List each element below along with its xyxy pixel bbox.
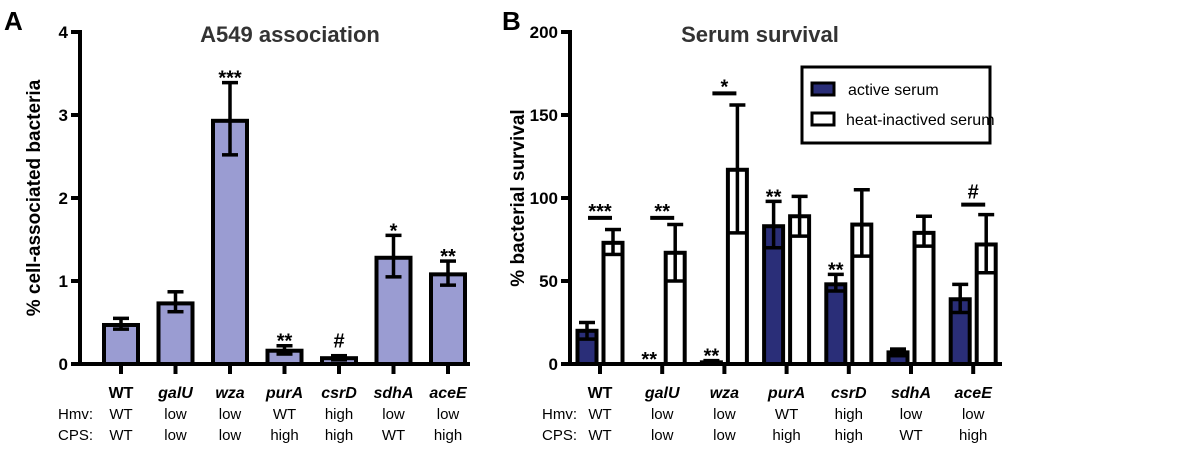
cps-label: high [772, 427, 800, 444]
hmv-label: WT [775, 406, 798, 423]
row-label-cps: CPS: [542, 427, 577, 444]
legend-swatch [810, 81, 836, 97]
significance-label: ** [704, 346, 720, 368]
category-label: aceE [429, 385, 468, 402]
hmv-label: low [651, 406, 674, 423]
cps-label: high [434, 427, 462, 444]
row-label-hmv: Hmv: [58, 406, 93, 423]
bar-heat-inactivated-serum [912, 230, 936, 366]
significance-label: ** [828, 259, 844, 281]
legend-label: heat-inactived serum [846, 112, 995, 129]
y-tick-label: 1 [59, 272, 68, 291]
panel-letter: A [4, 6, 23, 36]
category-label: galU [157, 385, 193, 402]
cps-label: WT [588, 427, 611, 444]
category-label: sdhA [891, 385, 931, 402]
hmv-label: low [219, 406, 242, 423]
hmv-label: high [325, 406, 353, 423]
cps-label: low [219, 427, 242, 444]
bar [429, 272, 467, 366]
legend-label: active serum [848, 82, 939, 99]
significance-label: ** [440, 246, 456, 268]
category-label: WT [109, 385, 134, 402]
category-label: galU [644, 385, 680, 402]
cps-label: low [651, 427, 674, 444]
cps-label: low [164, 427, 187, 444]
bar-heat-inactivated-serum [601, 240, 625, 367]
y-tick-label: 2 [59, 189, 68, 208]
significance-label: ** [654, 201, 670, 223]
significance-label: ** [277, 331, 293, 353]
legend-swatch [810, 111, 836, 127]
legend-box [800, 65, 992, 145]
y-axis-label: % bacterial survival [508, 109, 529, 286]
y-tick-label: 3 [59, 106, 68, 125]
significance-label: *** [218, 68, 242, 90]
bar-active-serum [824, 282, 848, 367]
y-tick-label: 200 [530, 23, 558, 42]
bar [156, 301, 195, 367]
chart-title: Serum survival [681, 22, 839, 47]
significance-label: * [390, 220, 398, 242]
significance-label: ** [766, 186, 782, 208]
significance-label: # [333, 331, 344, 353]
y-tick-label: 50 [539, 272, 558, 291]
cps-label: high [835, 427, 863, 444]
bar [211, 118, 249, 366]
y-axis-label: % cell-associated bacteria [24, 79, 45, 316]
row-label-hmv: Hmv: [542, 406, 577, 423]
hmv-label: WT [109, 406, 132, 423]
hmv-label: WT [273, 406, 296, 423]
cps-label: high [270, 427, 298, 444]
panel-letter: B [502, 6, 521, 36]
significance-label: *** [588, 201, 612, 223]
category-label: purA [767, 385, 805, 402]
bar [102, 322, 140, 366]
significance-label: # [968, 182, 979, 204]
category-label: csrD [321, 385, 357, 402]
y-tick-label: 0 [59, 355, 68, 374]
y-tick-label: 0 [549, 355, 558, 374]
significance-label: ** [641, 349, 657, 371]
category-label: purA [265, 385, 303, 402]
hmv-label: low [437, 406, 460, 423]
y-tick-label: 4 [59, 23, 69, 42]
y-tick-label: 150 [530, 106, 558, 125]
category-label: sdhA [374, 385, 414, 402]
category-label: aceE [955, 385, 994, 402]
hmv-label: low [382, 406, 405, 423]
cps-label: WT [109, 427, 132, 444]
cps-label: low [713, 427, 736, 444]
cps-label: high [959, 427, 987, 444]
hmv-label: low [713, 406, 736, 423]
category-label: WT [588, 385, 613, 402]
category-label: csrD [831, 385, 867, 402]
category-label: wza [710, 385, 739, 402]
legend: active serum heat-inactived serum [800, 65, 995, 145]
hmv-label: high [835, 406, 863, 423]
bar-heat-inactivated-serum [788, 214, 812, 366]
cps-label: WT [899, 427, 922, 444]
cps-label: high [325, 427, 353, 444]
significance-label: * [721, 76, 729, 98]
hmv-label: WT [588, 406, 611, 423]
hmv-label: low [164, 406, 187, 423]
category-label: wza [215, 385, 244, 402]
hmv-label: low [900, 406, 923, 423]
row-label-cps: CPS: [58, 427, 93, 444]
cps-label: WT [382, 427, 405, 444]
hmv-label: low [962, 406, 985, 423]
chart-title: A549 association [200, 22, 380, 47]
y-tick-label: 100 [530, 189, 558, 208]
